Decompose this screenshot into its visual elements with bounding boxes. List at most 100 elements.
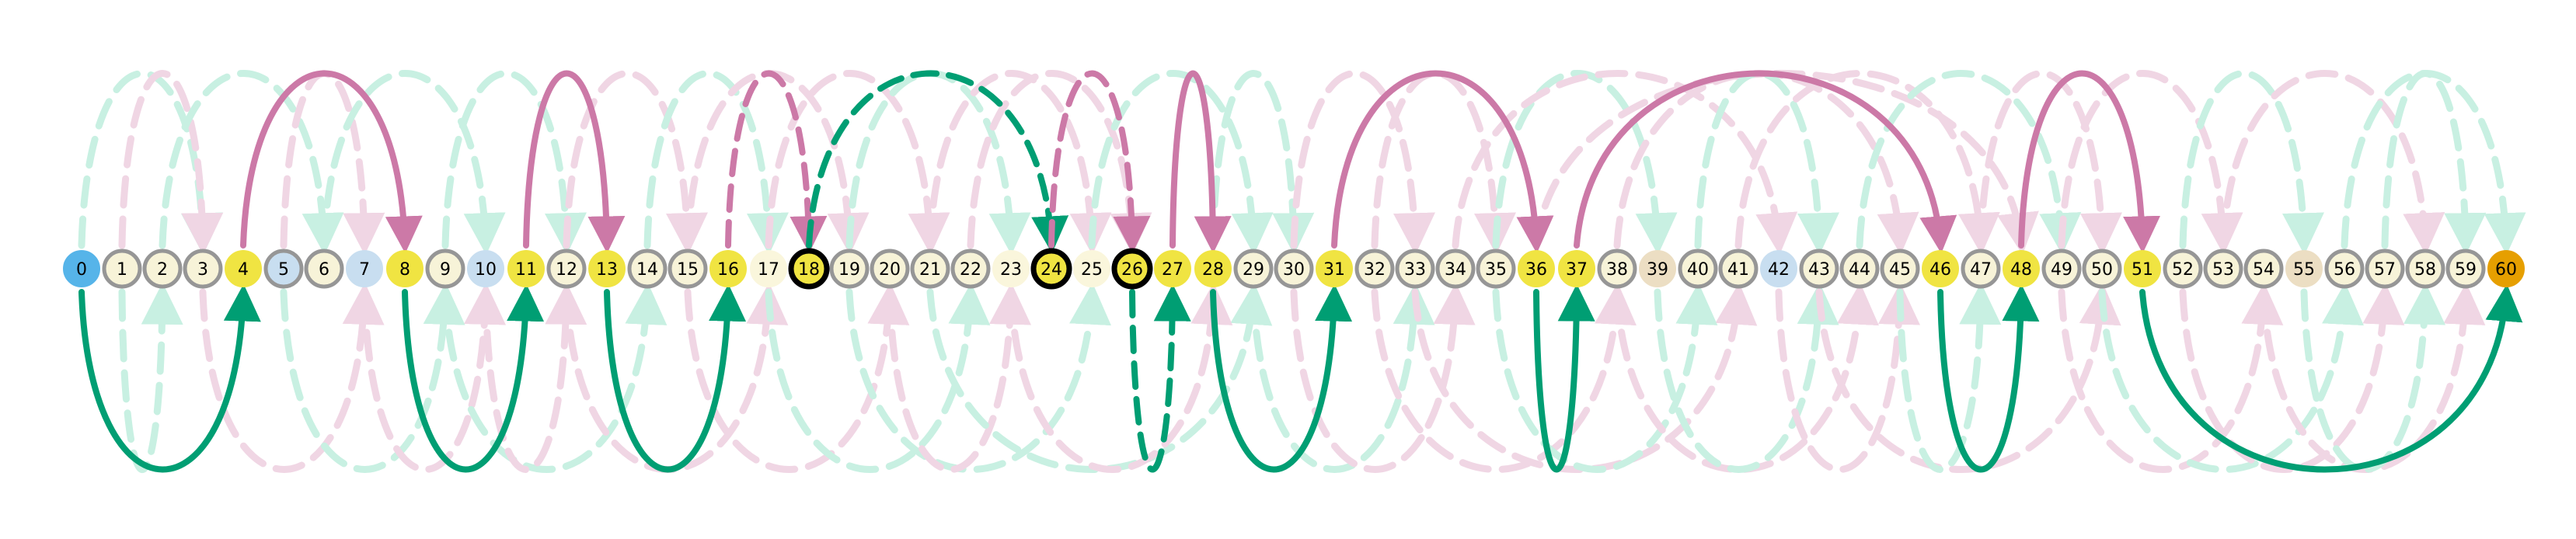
node-34: 34 [1435,249,1476,289]
node-11: 11 [507,250,545,287]
node-label: 15 [677,260,699,280]
node-3: 3 [183,249,223,289]
faint-edge-21-25 [926,70,1112,256]
faint-edge-15-20 [684,282,910,473]
node-label: 0 [76,260,87,280]
node-label: 34 [1445,260,1466,280]
node-circle [829,249,870,289]
node-43: 43 [1799,249,1839,289]
node-label: 48 [2010,260,2032,280]
faint-edge-25-29 [1088,70,1274,256]
node-32: 32 [1354,249,1395,289]
node-50: 50 [2082,249,2122,289]
node-label: 19 [838,260,860,280]
faint-edge-44-49 [1856,70,2082,256]
node-8: 8 [386,250,424,287]
node-label: 45 [1889,260,1911,280]
faint-edge-7-10 [361,282,506,473]
node-label: 22 [960,260,981,280]
faint-edge-52-57 [2179,282,2405,473]
node-29: 29 [1233,249,1274,289]
node-label: 53 [2212,260,2234,280]
node-56: 56 [2324,249,2365,289]
node-59: 59 [2445,249,2486,289]
node-circle [627,249,668,289]
node-14: 14 [627,249,668,289]
node-4: 4 [225,250,262,287]
node-label: 47 [1970,260,1992,280]
node-label: 30 [1283,260,1305,280]
edge-27-28 [1169,70,1232,254]
node-label: 54 [2253,260,2274,280]
node-label: 49 [2051,260,2072,280]
node-5: 5 [263,249,304,289]
node-circle [2041,249,2082,289]
faint-edge-30-34 [1290,282,1476,473]
faint-edge-42-45 [1775,282,1920,473]
node-label: 42 [1768,260,1790,280]
edge-18-24 [806,70,1069,254]
node-42: 42 [1760,250,1797,287]
node-circle [1435,249,1476,289]
node-label: 31 [1323,260,1345,280]
node-41: 41 [1718,249,1759,289]
node-circle [507,250,545,287]
node-label: 38 [1606,260,1628,280]
node-label: 46 [1929,260,1951,280]
node-label: 1 [117,260,127,280]
faint-edge-19-25 [845,282,1111,473]
node-circle [2163,249,2203,289]
faint-edge-55-58 [2300,282,2445,473]
node-label: 13 [596,260,618,280]
node-27: 27 [1154,250,1191,287]
node-circle [1678,249,1718,289]
node-circle [425,249,465,289]
node-circle [1799,249,1839,289]
edge-51-60 [2139,283,2523,473]
edge-13-16 [604,283,747,473]
faint-edge-40-43 [1694,70,1839,256]
faint-edge-1-3 [118,70,224,256]
node-label: 57 [2374,260,2396,280]
node-label: 24 [1041,260,1062,280]
node-31: 31 [1316,250,1353,287]
node-circle [1154,250,1191,287]
node-circle [668,249,708,289]
faint-edge-49-53 [2058,70,2243,256]
node-40: 40 [1678,249,1718,289]
node-12: 12 [546,249,587,289]
node-label: 17 [758,260,779,280]
node-label: 7 [359,260,370,280]
faint-edge-23-28 [1007,282,1233,473]
node-circle [2365,249,2405,289]
faint-edge-32-35 [1371,70,1516,256]
node-circle [1961,249,2001,289]
faint-edge-57-59 [2381,70,2487,256]
node-label: 25 [1081,260,1103,280]
node-2: 2 [142,249,183,289]
node-7: 7 [346,250,383,287]
node-circle [1395,249,1435,289]
edge-48-51 [2018,70,2161,254]
edge-8-11 [402,283,545,473]
faint-edge-17-21 [765,70,950,256]
node-circle [588,250,626,287]
node-circle [1354,249,1395,289]
node-1: 1 [102,249,142,289]
node-circle [950,249,991,289]
node-circle [1233,249,1274,289]
faint-edge-35-40 [1492,282,1718,473]
edge-11-13 [523,70,626,254]
node-10: 10 [467,250,504,287]
node-label: 27 [1162,260,1183,280]
node-circle [1194,250,1232,287]
node-22: 22 [950,249,991,289]
node-54: 54 [2243,249,2284,289]
node-circle [1597,249,1637,289]
node-53: 53 [2203,249,2243,289]
node-label: 12 [556,260,577,280]
edge-28-31 [1210,283,1353,473]
node-19: 19 [829,249,870,289]
node-label: 44 [1849,260,1870,280]
